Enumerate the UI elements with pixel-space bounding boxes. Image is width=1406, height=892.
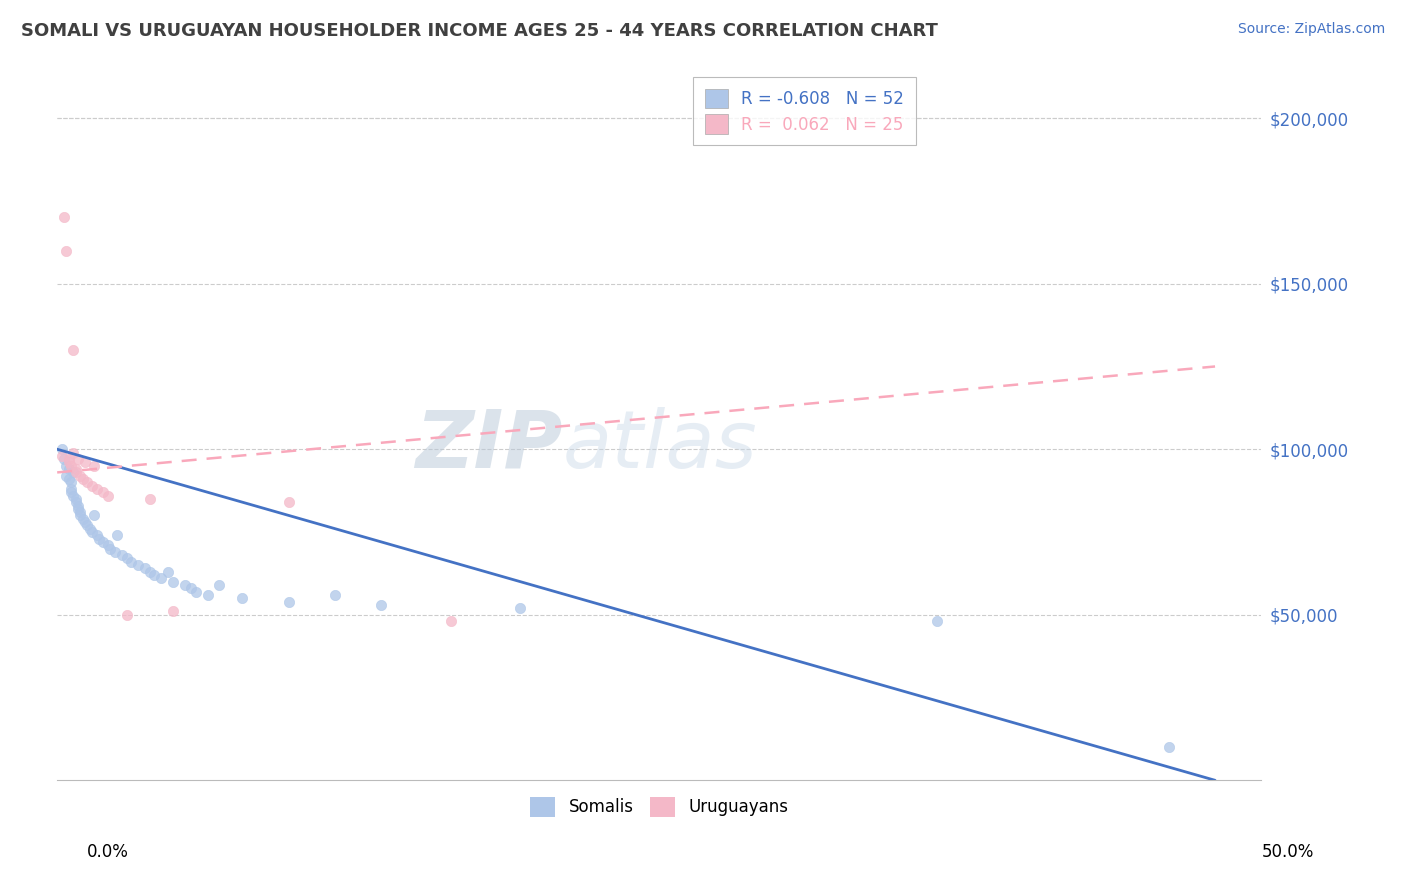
Point	[69, 508, 91, 523]
Point	[53, 452, 76, 467]
Point	[105, 528, 128, 542]
Point	[58, 462, 80, 476]
Point	[73, 515, 96, 529]
Point	[65, 462, 87, 476]
Point	[66, 501, 89, 516]
Point	[111, 548, 134, 562]
Point	[72, 512, 94, 526]
Point	[173, 578, 195, 592]
Legend: Somalis, Uruguayans: Somalis, Uruguayans	[522, 789, 797, 825]
Point	[370, 598, 392, 612]
Point	[66, 452, 89, 467]
Point	[93, 485, 115, 500]
Point	[143, 568, 166, 582]
Text: 50.0%: 50.0%	[1263, 843, 1315, 861]
Point	[134, 561, 156, 575]
Point	[51, 449, 73, 463]
Point	[277, 495, 299, 509]
Point	[62, 489, 84, 503]
Point	[58, 472, 80, 486]
Point	[97, 538, 120, 552]
Point	[62, 445, 84, 459]
Point	[73, 455, 96, 469]
Point	[139, 491, 162, 506]
Point	[76, 518, 98, 533]
Point	[97, 489, 120, 503]
Point	[60, 485, 83, 500]
Text: atlas: atlas	[562, 407, 758, 484]
Point	[277, 594, 299, 608]
Point	[80, 478, 103, 492]
Point	[157, 565, 180, 579]
Point	[58, 452, 80, 467]
Point	[208, 578, 231, 592]
Point	[69, 468, 91, 483]
Point	[1157, 740, 1180, 755]
Point	[440, 615, 463, 629]
Point	[87, 532, 110, 546]
Point	[66, 499, 89, 513]
Point	[51, 442, 73, 457]
Point	[509, 601, 531, 615]
Point	[80, 524, 103, 539]
Point	[184, 584, 207, 599]
Text: Source: ZipAtlas.com: Source: ZipAtlas.com	[1237, 22, 1385, 37]
Point	[65, 495, 87, 509]
Point	[139, 565, 162, 579]
Point	[83, 458, 105, 473]
Point	[72, 472, 94, 486]
Point	[162, 604, 184, 618]
Point	[58, 455, 80, 469]
Point	[79, 522, 101, 536]
Point	[127, 558, 149, 573]
Point	[231, 591, 253, 606]
Point	[62, 466, 84, 480]
Point	[55, 244, 77, 258]
Point	[86, 528, 108, 542]
Point	[53, 211, 76, 225]
Point	[323, 588, 346, 602]
Point	[150, 571, 173, 585]
Text: ZIP: ZIP	[416, 407, 562, 484]
Point	[62, 343, 84, 357]
Point	[927, 615, 949, 629]
Point	[76, 475, 98, 490]
Point	[60, 475, 83, 490]
Text: 0.0%: 0.0%	[87, 843, 129, 861]
Point	[55, 468, 77, 483]
Point	[120, 555, 142, 569]
Point	[162, 574, 184, 589]
Point	[86, 482, 108, 496]
Point	[60, 458, 83, 473]
Point	[197, 588, 219, 602]
Point	[65, 466, 87, 480]
Point	[83, 508, 105, 523]
Point	[180, 582, 202, 596]
Point	[55, 458, 77, 473]
Point	[115, 551, 138, 566]
Point	[65, 491, 87, 506]
Point	[69, 505, 91, 519]
Point	[115, 607, 138, 622]
Point	[60, 482, 83, 496]
Text: SOMALI VS URUGUAYAN HOUSEHOLDER INCOME AGES 25 - 44 YEARS CORRELATION CHART: SOMALI VS URUGUAYAN HOUSEHOLDER INCOME A…	[21, 22, 938, 40]
Point	[93, 535, 115, 549]
Point	[100, 541, 122, 556]
Point	[104, 545, 127, 559]
